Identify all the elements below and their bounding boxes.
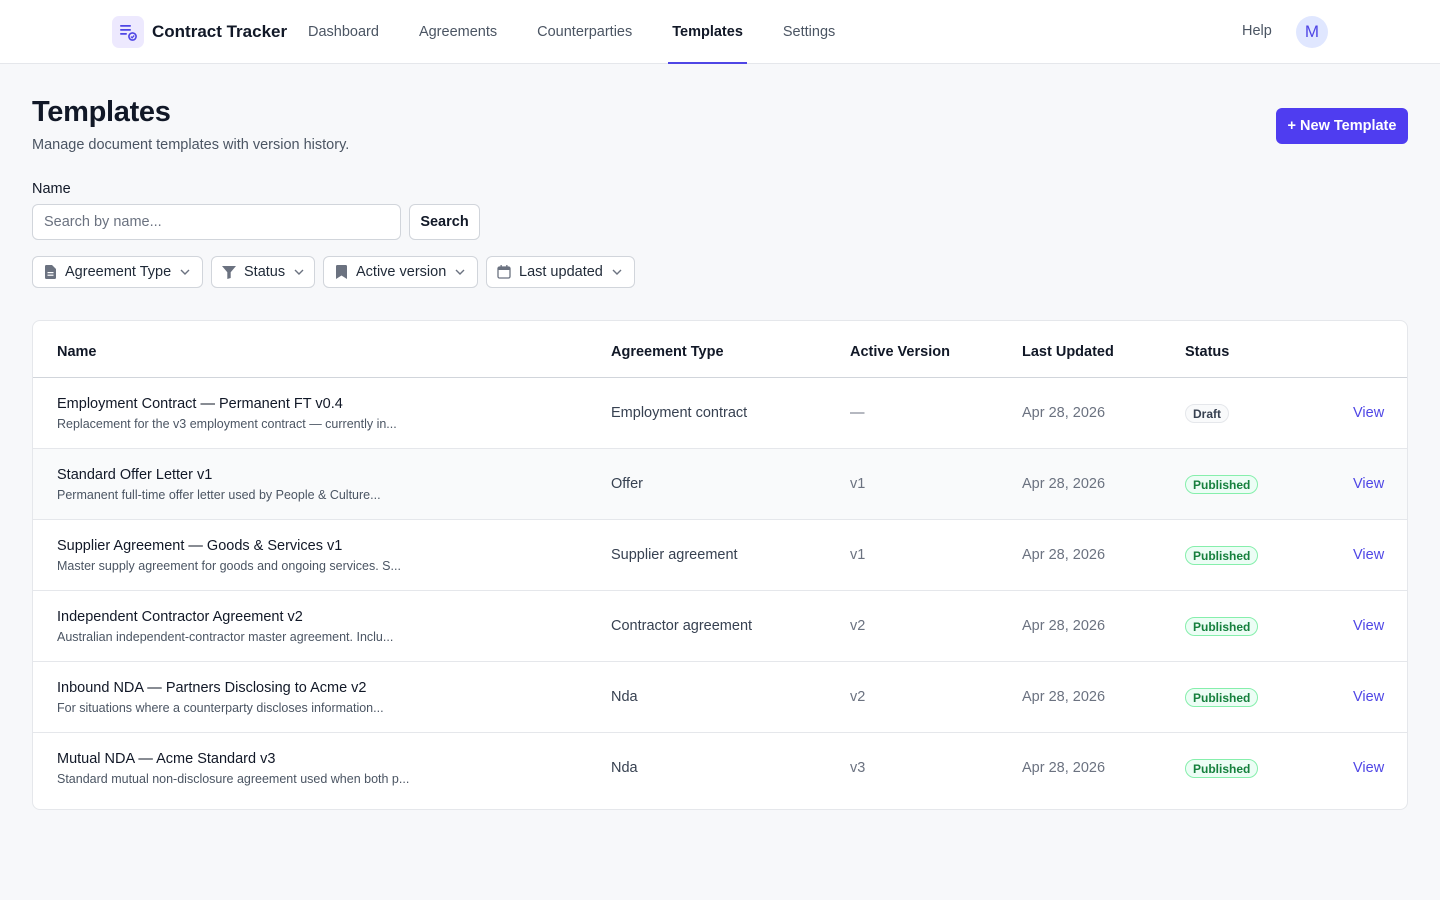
last-updated-filter-label: Last updated <box>519 264 603 280</box>
last-updated-cell: Apr 28, 2026 <box>1022 547 1106 563</box>
view-link[interactable]: View <box>1353 760 1385 776</box>
top-navigation-bar: Contract Tracker Dashboard Agreements Co… <box>0 0 1440 64</box>
search-button[interactable]: Search <box>409 204 480 240</box>
template-description: For situations where a counterparty disc… <box>57 701 384 715</box>
view-link[interactable]: View <box>1353 405 1385 421</box>
search-label: Name <box>32 181 71 197</box>
templates-table: Name Agreement Type Active Version Last … <box>32 320 1408 810</box>
document-icon <box>43 265 57 279</box>
template-name: Supplier Agreement — Goods & Services v1 <box>57 538 343 554</box>
status-badge: Published <box>1185 688 1259 707</box>
active-version-cell: v1 <box>850 547 866 563</box>
template-description: Master supply agreement for goods and on… <box>57 559 401 573</box>
active-version-cell: v3 <box>850 760 866 776</box>
column-header-agreement-type[interactable]: Agreement Type <box>611 344 724 360</box>
chevron-down-icon <box>293 266 305 278</box>
bookmark-icon <box>334 265 348 279</box>
user-avatar[interactable]: M <box>1296 16 1328 48</box>
column-header-status[interactable]: Status <box>1185 344 1230 360</box>
active-version-cell: v2 <box>850 618 866 634</box>
app-title: Contract Tracker <box>152 22 288 41</box>
agreement-type-cell: Nda <box>611 760 638 776</box>
status-badge: Published <box>1185 759 1259 778</box>
active-version-cell: v2 <box>850 689 866 705</box>
main-nav: Dashboard Agreements Counterparties Temp… <box>288 0 855 64</box>
agreement-type-filter[interactable]: Agreement Type <box>32 256 203 288</box>
table-row[interactable]: Supplier Agreement — Goods & Services v1… <box>33 520 1407 591</box>
active-version-cell: v1 <box>850 476 866 492</box>
view-link[interactable]: View <box>1353 689 1385 705</box>
table-header: Name Agreement Type Active Version Last … <box>33 321 1407 378</box>
last-updated-cell: Apr 28, 2026 <box>1022 760 1106 776</box>
agreement-type-filter-label: Agreement Type <box>65 264 172 280</box>
table-row[interactable]: Standard Offer Letter v1 Permanent full-… <box>33 449 1407 520</box>
status-badge: Draft <box>1185 404 1230 423</box>
status-badge: Published <box>1185 617 1259 636</box>
template-name: Mutual NDA — Acme Standard v3 <box>57 751 276 767</box>
template-name: Standard Offer Letter v1 <box>57 467 213 483</box>
chevron-down-icon <box>179 266 191 278</box>
table-row[interactable]: Mutual NDA — Acme Standard v3 Standard m… <box>33 733 1407 804</box>
active-version-cell: — <box>850 405 865 421</box>
column-header-name[interactable]: Name <box>57 344 97 360</box>
column-header-last-updated[interactable]: Last Updated <box>1022 344 1114 360</box>
nav-item-agreements[interactable]: Agreements <box>418 24 498 40</box>
help-link[interactable]: Help <box>1242 23 1272 39</box>
chevron-down-icon <box>454 266 466 278</box>
filter-icon <box>222 265 236 279</box>
template-description: Replacement for the v3 employment contra… <box>57 417 397 431</box>
contract-logo-icon <box>112 16 144 48</box>
template-description: Australian independent-contractor master… <box>57 630 394 644</box>
view-link[interactable]: View <box>1353 476 1385 492</box>
template-description: Permanent full-time offer letter used by… <box>57 488 381 502</box>
nav-item-templates[interactable]: Templates <box>652 0 763 64</box>
agreement-type-cell: Supplier agreement <box>611 547 738 563</box>
page-subtitle: Manage document templates with version h… <box>32 137 350 153</box>
template-name: Independent Contractor Agreement v2 <box>57 609 303 625</box>
status-badge: Published <box>1185 475 1259 494</box>
chevron-down-icon <box>611 266 623 278</box>
calendar-icon <box>497 265 511 279</box>
last-updated-cell: Apr 28, 2026 <box>1022 618 1106 634</box>
column-header-active-version[interactable]: Active Version <box>850 344 950 360</box>
last-updated-filter[interactable]: Last updated <box>486 256 635 288</box>
search-input[interactable] <box>32 204 401 240</box>
active-version-filter[interactable]: Active version <box>323 256 478 288</box>
view-link[interactable]: View <box>1353 618 1385 634</box>
active-version-filter-label: Active version <box>356 264 447 280</box>
template-name: Inbound NDA — Partners Disclosing to Acm… <box>57 680 367 696</box>
agreement-type-cell: Contractor agreement <box>611 618 753 634</box>
table-row[interactable]: Independent Contractor Agreement v2 Aust… <box>33 591 1407 662</box>
new-template-button[interactable]: + New Template <box>1276 108 1408 144</box>
last-updated-cell: Apr 28, 2026 <box>1022 476 1106 492</box>
template-description: Standard mutual non-disclosure agreement… <box>57 772 410 786</box>
nav-item-dashboard[interactable]: Dashboard <box>308 24 379 40</box>
nav-item-settings[interactable]: Settings <box>782 24 836 40</box>
last-updated-cell: Apr 28, 2026 <box>1022 689 1106 705</box>
view-link[interactable]: View <box>1353 547 1385 563</box>
status-filter[interactable]: Status <box>211 256 315 288</box>
agreement-type-cell: Employment contract <box>611 405 748 421</box>
agreement-type-cell: Offer <box>611 476 643 492</box>
table-row[interactable]: Employment Contract — Permanent FT v0.4 … <box>33 378 1407 449</box>
page-title: Templates <box>32 96 171 128</box>
agreement-type-cell: Nda <box>611 689 638 705</box>
status-filter-label: Status <box>244 264 286 280</box>
last-updated-cell: Apr 28, 2026 <box>1022 405 1106 421</box>
brand[interactable]: Contract Tracker <box>112 16 287 48</box>
nav-item-counterparties[interactable]: Counterparties <box>537 24 633 40</box>
template-name: Employment Contract — Permanent FT v0.4 <box>57 396 343 412</box>
table-row[interactable]: Inbound NDA — Partners Disclosing to Acm… <box>33 662 1407 733</box>
status-badge: Published <box>1185 546 1259 565</box>
